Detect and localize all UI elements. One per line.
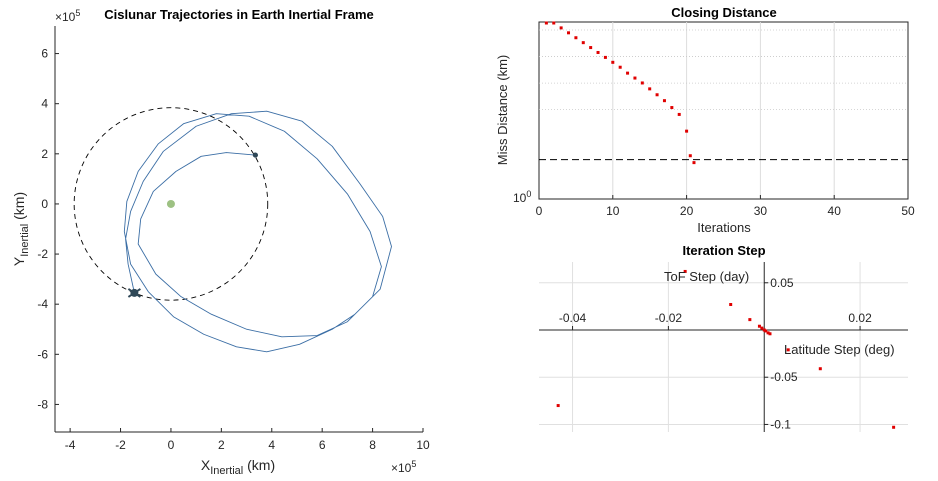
end-point-cross: [127, 288, 141, 298]
iteration-step-point: [683, 269, 687, 273]
miss-distance-point: [596, 50, 600, 54]
iteration-step-point: [748, 318, 752, 322]
x-tick-label: 10: [606, 204, 620, 218]
iteration-step-point: [766, 331, 770, 335]
y-tick-label: 0: [41, 197, 48, 211]
x-tick-label: 0.02: [848, 311, 872, 325]
miss-distance-point: [662, 99, 666, 103]
iteration-step-point: [556, 404, 560, 408]
miss-distance-point: [574, 36, 578, 40]
x-tick-label: 0: [168, 438, 175, 452]
closing-distance-title: Closing Distance: [671, 5, 776, 20]
miss-distance-point: [618, 65, 622, 69]
x-tick-label: 8: [369, 438, 376, 452]
end-point-marker: [127, 288, 141, 298]
miss-distance-point: [688, 154, 692, 158]
y-tick-label: 0.05: [770, 276, 794, 290]
y-tick-label: -6: [37, 347, 48, 361]
miss-distance-point: [677, 112, 681, 116]
y-tick-label: -2: [37, 247, 48, 261]
x-axis-multiplier: ×105: [391, 459, 416, 475]
earth-marker: [166, 199, 175, 208]
y-tick-label: 2: [41, 147, 48, 161]
miss-distance-point: [581, 41, 585, 45]
y-tick-label: -0.1: [770, 417, 791, 431]
y-tick-label: -8: [37, 397, 48, 411]
closing-distance-axes-box: [538, 21, 909, 200]
closing-distance-x-label: Iterations: [697, 220, 751, 235]
trajectory-y-axis-label: YInertial (km): [11, 192, 31, 266]
y-tick-label: 6: [41, 47, 48, 61]
x-tick-label: -0.02: [655, 311, 683, 325]
x-tick-label: -0.04: [559, 311, 587, 325]
miss-distance-point: [603, 55, 607, 59]
miss-distance-point: [552, 21, 556, 25]
x-tick-label: 50: [901, 204, 915, 218]
y-tick-label-log: 100: [513, 189, 531, 205]
trajectory-plot-title: Cislunar Trajectories in Earth Inertial …: [104, 7, 373, 22]
x-tick-label: 6: [319, 438, 326, 452]
miss-distance-point: [611, 60, 615, 64]
x-tick-label: -4: [65, 438, 76, 452]
closing-distance-y-label: Miss Distance (km): [495, 55, 510, 166]
iteration-step-point: [818, 367, 822, 371]
iteration-step-point: [760, 326, 764, 330]
y-tick-label: -4: [37, 297, 48, 311]
miss-distance-point: [544, 21, 548, 25]
iteration-step-plot: -0.04 -0.02 0.02 0.05 -0.05 -0.1 Iteration S…: [539, 243, 908, 432]
start-point-marker: [252, 152, 258, 158]
miss-distance-point: [670, 106, 674, 110]
iteration-step-point: [764, 329, 768, 333]
iteration-step-point: [757, 324, 761, 328]
iteration-step-point: [768, 332, 772, 336]
tof-step-label: ToF Step (day): [664, 269, 749, 284]
miss-distance-point: [655, 93, 659, 97]
iteration-step-title: Iteration Step: [682, 243, 765, 258]
x-tick-label: 30: [754, 204, 768, 218]
miss-distance-point: [559, 26, 563, 30]
miss-distance-point: [567, 31, 571, 35]
miss-distance-point: [692, 161, 696, 165]
miss-distance-point: [633, 76, 637, 80]
x-tick-label: 10: [416, 438, 430, 452]
y-axis-multiplier: ×105: [55, 8, 80, 24]
trajectory-plot: -4 -2 0 2 4 6 8 10 -8 -6 -4 -2 0 2 4 6 Cislunar Trajec…: [11, 7, 430, 477]
iteration-step-point: [892, 425, 896, 429]
miss-distance-point: [626, 71, 630, 75]
x-tick-label: -2: [115, 438, 126, 452]
x-tick-label: 20: [680, 204, 694, 218]
miss-distance-point: [589, 46, 593, 50]
x-tick-label: 0: [536, 204, 543, 218]
miss-distance-point: [640, 81, 644, 85]
trajectory-line: [123, 110, 392, 353]
y-tick-label: -0.05: [770, 370, 798, 384]
x-tick-label: 2: [218, 438, 225, 452]
closing-distance-plot: 0 10 20 30 40 50 Closing Distance Iterations …: [495, 5, 915, 235]
iteration-step-point: [729, 303, 733, 306]
iteration-step-point: [786, 348, 790, 352]
miss-distance-point: [685, 129, 689, 133]
latitude-step-label: Latitude Step (deg): [784, 342, 895, 357]
x-tick-label: 4: [268, 438, 275, 452]
trajectory-x-axis-label: XInertial (km): [201, 457, 275, 477]
y-tick-label: 4: [41, 97, 48, 111]
moon-orbit-ellipse: [73, 107, 269, 301]
x-tick-label: 40: [828, 204, 842, 218]
miss-distance-point: [648, 87, 652, 91]
